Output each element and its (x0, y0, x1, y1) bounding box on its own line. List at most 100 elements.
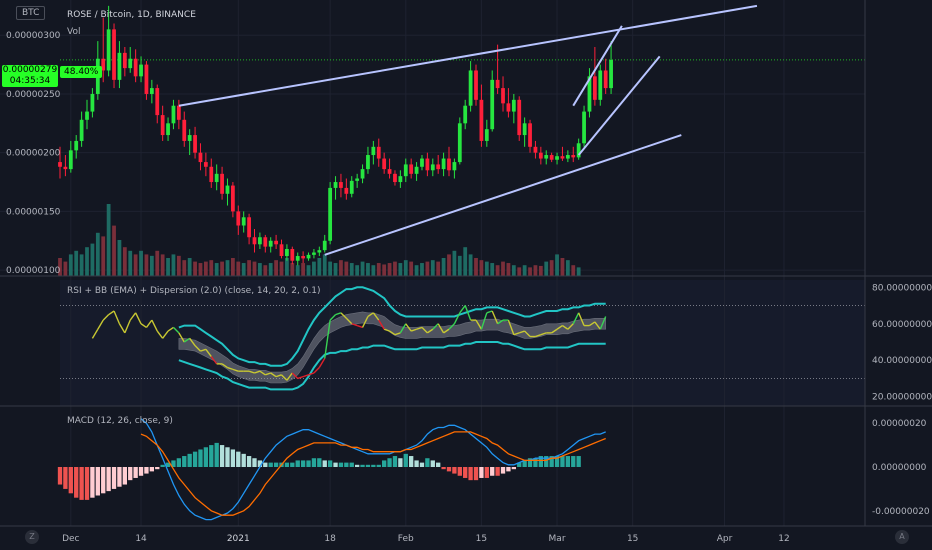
candle-body[interactable] (209, 166, 214, 183)
zoom-button[interactable]: Z (25, 530, 39, 544)
candle-body[interactable] (484, 129, 489, 141)
macd-pane[interactable] (57, 418, 606, 521)
candle-body[interactable] (79, 119, 84, 141)
candle-body[interactable] (533, 146, 538, 153)
candle-body[interactable] (463, 105, 468, 124)
candle-body[interactable] (301, 256, 306, 259)
candle-body[interactable] (398, 176, 403, 183)
candle-body[interactable] (149, 88, 154, 94)
candle-body[interactable] (468, 70, 473, 106)
candle-body[interactable] (176, 105, 181, 120)
candle-body[interactable] (198, 152, 203, 163)
candle-body[interactable] (220, 173, 224, 194)
candle-body[interactable] (506, 103, 511, 112)
candle-body[interactable] (511, 99, 516, 112)
candle-body[interactable] (85, 111, 89, 120)
candle-body[interactable] (236, 211, 241, 226)
candle-body[interactable] (112, 29, 116, 80)
candle-body[interactable] (58, 162, 62, 167)
candle-body[interactable] (312, 252, 316, 255)
trendline[interactable] (324, 134, 682, 256)
candle-body[interactable] (538, 152, 543, 159)
candle-body[interactable] (474, 70, 478, 100)
candle-body[interactable] (501, 88, 505, 104)
candle-body[interactable] (339, 182, 343, 188)
candle-body[interactable] (139, 64, 143, 77)
candle-body[interactable] (479, 99, 484, 141)
candle-body[interactable] (101, 58, 106, 71)
candle-body[interactable] (371, 146, 376, 156)
candle-body[interactable] (333, 182, 338, 188)
candle-body[interactable] (420, 158, 424, 167)
candle-body[interactable] (576, 143, 581, 158)
candle-body[interactable] (263, 237, 268, 247)
candle-body[interactable] (560, 156, 565, 159)
candle-body[interactable] (609, 59, 613, 89)
candle-body[interactable] (555, 156, 559, 160)
candle-body[interactable] (63, 166, 68, 170)
candle-body[interactable] (565, 155, 570, 159)
candle-body[interactable] (144, 64, 149, 94)
candle-body[interactable] (528, 123, 532, 147)
candle-body[interactable] (182, 119, 187, 141)
candle-body[interactable] (436, 164, 441, 170)
candle-body[interactable] (155, 88, 160, 116)
trendline[interactable] (572, 25, 623, 107)
candle-body[interactable] (517, 99, 522, 136)
candle-body[interactable] (268, 240, 273, 247)
candle-body[interactable] (490, 79, 495, 130)
candle-body[interactable] (522, 123, 527, 136)
candle-body[interactable] (117, 52, 122, 80)
candle-body[interactable] (122, 52, 127, 69)
candle-body[interactable] (355, 178, 360, 181)
candle-body[interactable] (544, 155, 549, 159)
candle-body[interactable] (393, 173, 397, 183)
candle-body[interactable] (225, 185, 230, 194)
candle-body[interactable] (457, 123, 462, 163)
candle-body[interactable] (171, 105, 176, 124)
candle-body[interactable] (549, 155, 554, 160)
candle-body[interactable] (90, 93, 95, 112)
candle-body[interactable] (603, 70, 608, 89)
candle-body[interactable] (203, 162, 208, 167)
rsi-pane[interactable] (60, 286, 865, 391)
candle-body[interactable] (582, 111, 586, 144)
candle-body[interactable] (430, 164, 435, 171)
candle-body[interactable] (592, 76, 597, 100)
candle-body[interactable] (376, 146, 381, 159)
candle-body[interactable] (187, 135, 192, 141)
candle-body[interactable] (166, 123, 170, 136)
candle-body[interactable] (571, 155, 576, 158)
candle-body[interactable] (160, 115, 165, 136)
candle-body[interactable] (441, 158, 446, 170)
candle-body[interactable] (495, 79, 500, 89)
candle-body[interactable] (68, 150, 73, 170)
candle-body[interactable] (403, 164, 408, 177)
candle-body[interactable] (344, 187, 349, 194)
candle-body[interactable] (193, 135, 197, 153)
candle-body[interactable] (258, 237, 262, 245)
candle-body[interactable] (317, 250, 322, 253)
candle-body[interactable] (328, 187, 333, 241)
price-pane[interactable] (58, 4, 865, 276)
candle-body[interactable] (452, 162, 457, 171)
candle-body[interactable] (360, 169, 365, 179)
candle-body[interactable] (128, 58, 133, 69)
candle-body[interactable] (447, 158, 451, 171)
currency-badge[interactable]: BTC (16, 6, 46, 20)
candle-body[interactable] (414, 166, 419, 174)
candle-body[interactable] (74, 140, 79, 151)
candle-body[interactable] (230, 185, 235, 212)
candle-body[interactable] (598, 70, 603, 100)
candle-body[interactable] (409, 164, 414, 174)
candle-body[interactable] (366, 155, 370, 170)
candle-body[interactable] (587, 76, 592, 112)
candle-body[interactable] (106, 29, 111, 71)
candle-body[interactable] (285, 248, 289, 257)
candle-body[interactable] (295, 256, 300, 261)
candle-body[interactable] (241, 217, 246, 226)
candle-body[interactable] (425, 158, 430, 171)
candle-body[interactable] (290, 248, 295, 261)
candle-body[interactable] (133, 58, 138, 77)
